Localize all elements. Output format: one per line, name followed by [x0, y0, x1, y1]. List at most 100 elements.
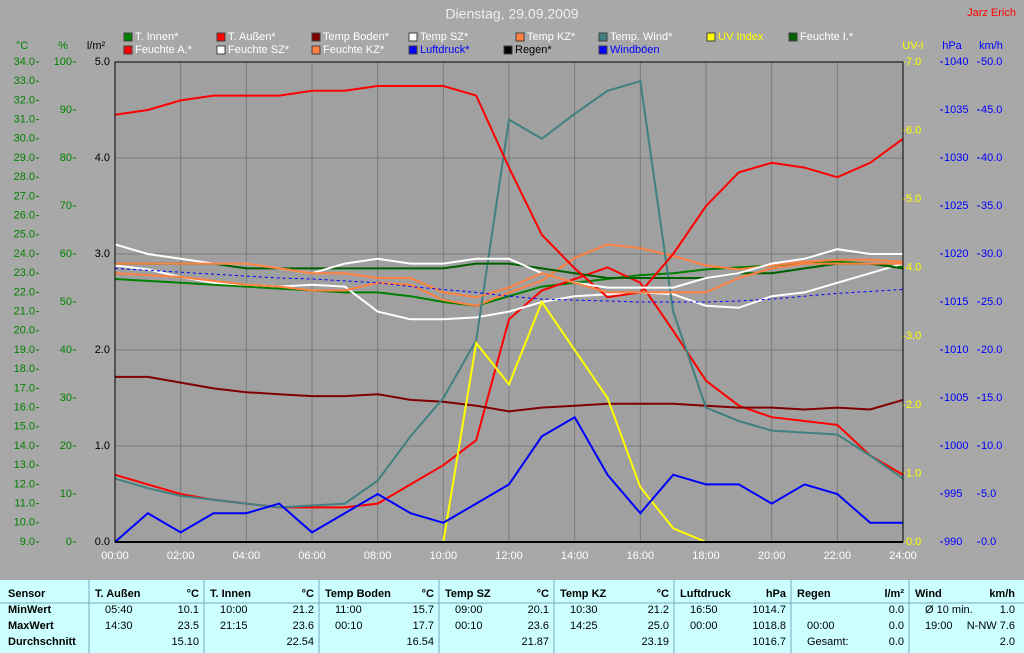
cell-value: 1018.8: [752, 620, 786, 632]
cell-value: 1.0: [1000, 604, 1015, 616]
cell-value: 23.19: [641, 636, 669, 648]
y-tick-label: 20.0: [14, 325, 35, 337]
cell-value: 15.7: [413, 604, 434, 616]
row-label: MaxWert: [8, 620, 54, 632]
legend-label: Temp. Wind*: [610, 31, 673, 43]
cell-time: 16:50: [690, 604, 718, 616]
series-line: [114, 79, 904, 509]
legend-swatch: [311, 45, 321, 55]
cell-value: N-NW 7.6: [967, 620, 1015, 632]
y-tick-label: 90: [60, 104, 72, 116]
y-tick-label: 20: [60, 440, 72, 452]
stats-background: [0, 580, 1024, 653]
header-label: Sensor: [8, 588, 46, 600]
legend-swatch: [503, 45, 513, 55]
y-tick-label: 30: [60, 392, 72, 404]
x-tick-label: 22:00: [824, 550, 852, 562]
x-tick-label: 04:00: [233, 550, 261, 562]
legend-swatch: [706, 32, 716, 42]
cell-value: 23.6: [293, 620, 314, 632]
y-tick-label: 21.0: [14, 306, 35, 318]
x-tick-label: 00:00: [101, 550, 129, 562]
y-tick-label: 1040: [944, 56, 968, 68]
y-tick-label: 1005: [944, 392, 968, 404]
x-tick-label: 20:00: [758, 550, 786, 562]
cell-time: 10:30: [570, 604, 598, 616]
y-tick-label: 50: [60, 296, 72, 308]
column-unit: °C: [657, 588, 669, 600]
legend-swatch: [408, 32, 418, 42]
legend-label: Windböen: [610, 44, 660, 56]
y-tick-label: 13.0: [14, 459, 35, 471]
cell-value: 21.2: [293, 604, 314, 616]
x-tick-label: 14:00: [561, 550, 589, 562]
y-tick-label: 1015: [944, 296, 968, 308]
cell-time: 09:00: [455, 604, 483, 616]
series-line: [115, 375, 904, 413]
row-label: MinWert: [8, 604, 52, 616]
legend-label: Temp SZ*: [420, 31, 469, 43]
y-tick-label: 28.0: [14, 171, 35, 183]
y-tick-label: 34.0: [14, 56, 35, 68]
axis-title: °C: [16, 40, 28, 52]
y-tick-label: 18.0: [14, 363, 35, 375]
y-tick-label: 10: [60, 488, 72, 500]
y-tick-label: 15.0: [981, 392, 1002, 404]
x-tick-label: 02:00: [167, 550, 195, 562]
legend-label: T. Innen*: [135, 31, 179, 43]
axis-title: km/h: [979, 40, 1003, 52]
cell-time: 05:40: [105, 604, 133, 616]
column-header: Temp KZ: [560, 588, 607, 600]
cell-value: 20.1: [528, 604, 549, 616]
x-tick-label: 08:00: [364, 550, 392, 562]
cell-time: 00:10: [455, 620, 483, 632]
y-tick-label: 60: [60, 248, 72, 260]
cell-value: 0.0: [889, 604, 904, 616]
column-unit: °C: [187, 588, 199, 600]
y-tick-label: 1.0: [906, 467, 921, 479]
cell-value: 1016.7: [752, 636, 786, 648]
column-unit: °C: [302, 588, 314, 600]
cell-value: 0.0: [889, 636, 904, 648]
y-tick-label: 1020: [944, 248, 968, 260]
column-unit: °C: [422, 588, 434, 600]
cell-time: 14:30: [105, 620, 133, 632]
credit: Jarz Erich: [967, 7, 1016, 19]
legend-swatch: [598, 32, 608, 42]
legend-label: Temp KZ*: [527, 31, 576, 43]
column-unit: °C: [537, 588, 549, 600]
y-tick-label: 45.0: [981, 104, 1002, 116]
series-line: [114, 415, 903, 543]
column-unit: km/h: [989, 588, 1015, 600]
cell-time: 19:00: [925, 620, 953, 632]
legend-swatch: [311, 32, 321, 42]
y-tick-label: 1000: [944, 440, 968, 452]
y-tick-label: 27.0: [14, 190, 35, 202]
y-tick-label: 19.0: [14, 344, 35, 356]
y-tick-label: 11.0: [14, 498, 35, 510]
cell-value: 0.0: [889, 620, 904, 632]
y-tick-label: 4.0: [906, 262, 921, 274]
x-tick-label: 06:00: [298, 550, 326, 562]
y-tick-label: 80: [60, 152, 72, 164]
column-header: Wind: [915, 588, 942, 600]
y-tick-label: 70: [60, 200, 72, 212]
cell-value: 22.54: [286, 636, 314, 648]
y-tick-label: 6.0: [906, 124, 921, 136]
row-label: Durchschnitt: [8, 636, 76, 648]
y-tick-label: 10.0: [981, 440, 1002, 452]
y-tick-label: 3.0: [95, 248, 110, 260]
legend-label: Regen*: [515, 44, 552, 56]
x-tick-label: 16:00: [627, 550, 655, 562]
axis-title: hPa: [942, 40, 962, 52]
y-tick-label: 9.0: [20, 536, 35, 548]
series-line: [114, 85, 904, 299]
cell-time: 11:00: [335, 604, 362, 616]
y-tick-label: 0.0: [95, 536, 110, 548]
axis-title: UV-I: [902, 40, 923, 52]
cell-value: 1014.7: [752, 604, 786, 616]
cell-value: 21.87: [521, 636, 549, 648]
y-tick-label: 10.0: [14, 517, 35, 529]
legend-swatch: [408, 45, 418, 55]
x-tick-label: 12:00: [495, 550, 523, 562]
